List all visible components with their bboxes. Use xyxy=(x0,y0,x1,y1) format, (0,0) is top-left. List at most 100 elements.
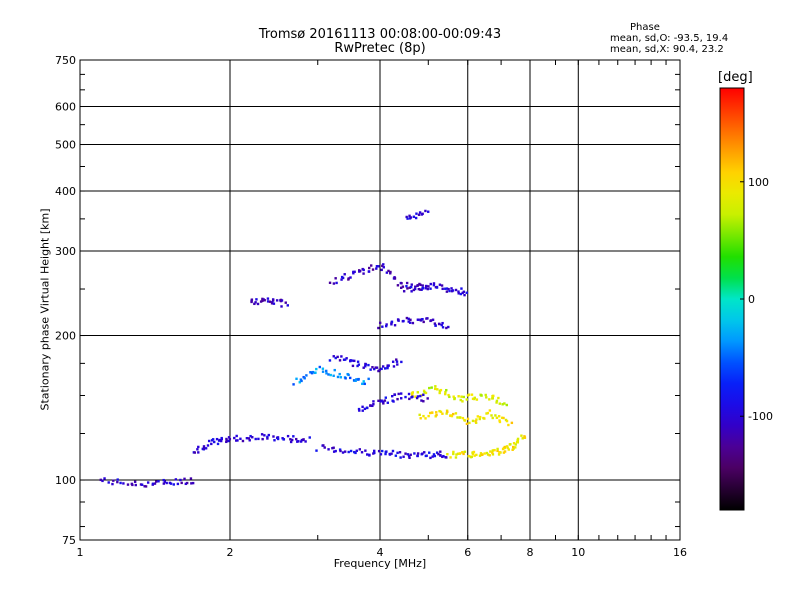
echo-point xyxy=(300,438,304,442)
echo-point xyxy=(446,410,449,413)
echo-point xyxy=(521,437,524,440)
echo-point xyxy=(422,393,425,397)
echo-point xyxy=(323,446,326,449)
colorbar-tick-label: -100 xyxy=(748,410,773,423)
echo-point xyxy=(272,302,276,305)
echo-point xyxy=(429,287,432,290)
echo-point xyxy=(381,365,385,368)
echo-point xyxy=(107,481,110,484)
echo-point xyxy=(345,357,348,360)
echo-point xyxy=(445,326,448,330)
echo-point xyxy=(445,287,449,290)
echo-point xyxy=(254,437,257,441)
chart-subtitle: RwPretec (8p) xyxy=(334,41,426,56)
echo-point xyxy=(351,364,355,368)
echo-point xyxy=(302,438,305,441)
echo-point xyxy=(476,415,480,418)
echo-point xyxy=(450,414,454,418)
echo-point xyxy=(338,448,342,451)
phase-box-x: mean, sd,X: 90.4, 23.2 xyxy=(610,44,724,55)
echo-point xyxy=(416,452,420,455)
echo-point xyxy=(422,400,425,403)
echo-point xyxy=(329,373,332,377)
echo-point xyxy=(367,377,370,381)
echo-point xyxy=(399,456,402,459)
echo-point xyxy=(338,372,341,376)
echo-point xyxy=(362,380,365,383)
echo-point xyxy=(397,318,400,322)
echo-point xyxy=(408,214,411,218)
echo-point xyxy=(410,396,413,399)
echo-point xyxy=(420,318,424,321)
echo-point xyxy=(491,449,495,452)
echo-point xyxy=(503,450,507,453)
echo-point xyxy=(485,451,489,455)
echo-point xyxy=(364,365,367,368)
echo-point xyxy=(494,414,497,417)
echo-point xyxy=(416,454,419,458)
y-axis-label: Stationary phase Virtual Height [km] xyxy=(38,208,52,411)
echo-point xyxy=(491,451,494,454)
echo-point xyxy=(362,268,365,272)
echo-point xyxy=(405,281,409,285)
echo-point xyxy=(196,448,199,451)
echo-point xyxy=(390,320,394,323)
echo-point xyxy=(325,369,328,373)
echo-point xyxy=(459,292,463,296)
echo-point xyxy=(284,301,287,304)
echo-point xyxy=(358,448,361,451)
echo-point xyxy=(377,449,381,453)
echo-point xyxy=(427,210,430,213)
echo-point xyxy=(339,449,342,453)
echo-point xyxy=(321,367,325,370)
echo-point xyxy=(239,437,242,440)
echo-point xyxy=(475,398,479,401)
echo-point xyxy=(126,483,130,486)
echo-point xyxy=(447,393,450,397)
echo-point xyxy=(402,290,406,293)
echo-point xyxy=(419,417,422,420)
echo-point xyxy=(429,411,432,415)
echo-point xyxy=(417,287,421,291)
echo-point xyxy=(411,321,415,325)
echo-point xyxy=(334,277,337,280)
echo-point xyxy=(360,451,364,454)
echo-point xyxy=(280,305,283,308)
echo-point xyxy=(213,440,216,444)
echo-point xyxy=(445,456,448,459)
echo-point xyxy=(382,266,385,269)
echo-point xyxy=(174,478,178,481)
echo-point xyxy=(483,452,486,455)
echo-point xyxy=(349,449,353,453)
echo-point xyxy=(327,448,330,451)
echo-point xyxy=(423,390,426,394)
echo-point xyxy=(382,402,385,405)
echo-point xyxy=(459,398,462,402)
echo-point xyxy=(429,319,432,323)
echo-point xyxy=(438,322,441,326)
echo-point xyxy=(162,478,165,482)
echo-point xyxy=(387,364,390,367)
echo-point xyxy=(387,269,390,273)
echo-point xyxy=(286,304,289,307)
echo-point xyxy=(420,399,423,402)
echo-point xyxy=(314,371,317,374)
echo-point xyxy=(421,284,424,287)
echo-point xyxy=(189,477,193,480)
echo-point xyxy=(384,452,387,456)
echo-point xyxy=(435,451,439,454)
echo-point xyxy=(286,434,290,438)
echo-point xyxy=(327,373,330,376)
echo-point xyxy=(352,379,356,382)
echo-point xyxy=(473,396,476,399)
echo-point xyxy=(449,456,452,459)
echo-point xyxy=(297,440,300,443)
echo-point xyxy=(344,377,347,380)
echo-point xyxy=(409,453,412,456)
echo-point xyxy=(478,417,481,421)
echo-point xyxy=(395,360,399,363)
echo-point xyxy=(273,439,276,442)
echo-point xyxy=(381,449,384,453)
echo-point xyxy=(352,270,355,274)
echo-point xyxy=(417,318,420,321)
